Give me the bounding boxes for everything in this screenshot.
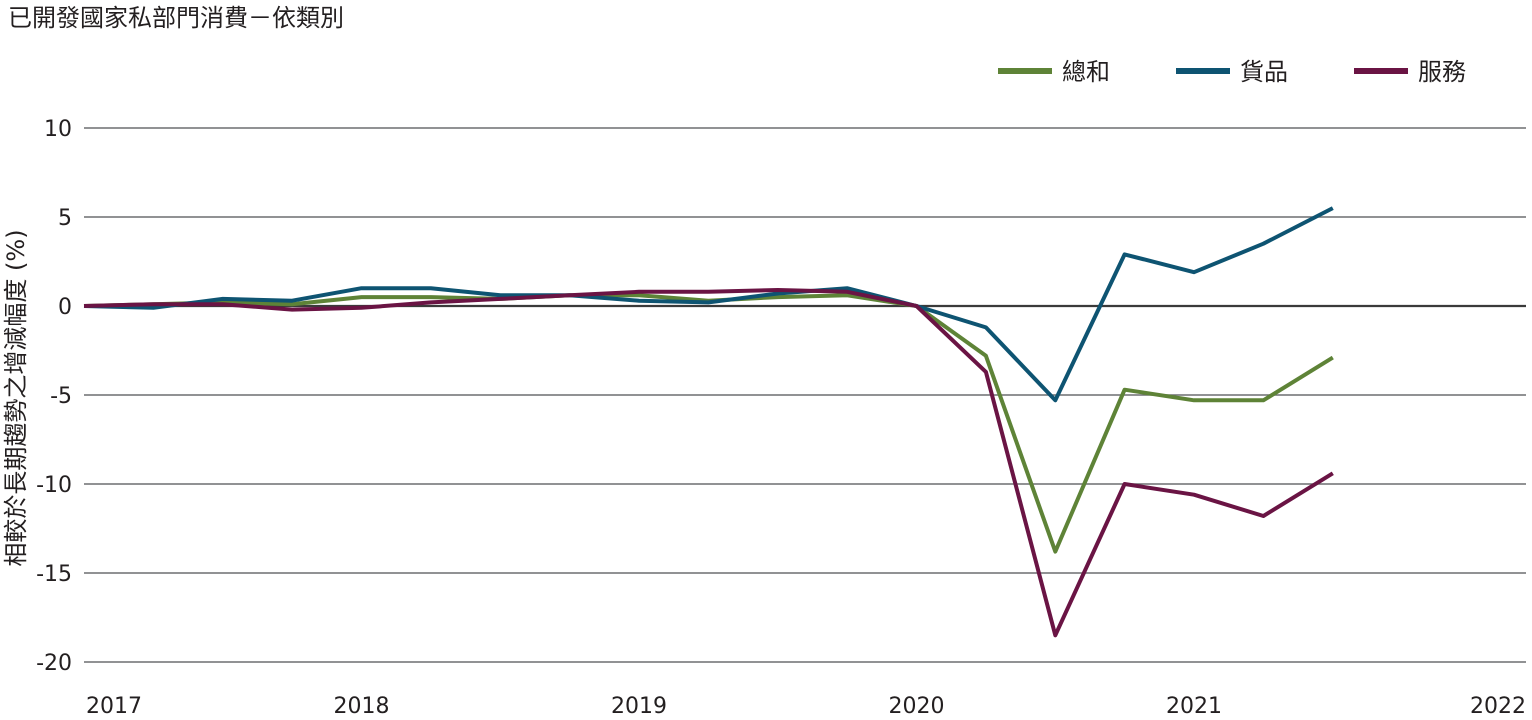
x-tick-label: 2019 [611, 694, 667, 719]
y-axis-ticks: 10 5 0 -5 -10 -15 -20 [36, 117, 72, 676]
series-line [83, 288, 1334, 638]
y-axis-label: 相較於長期趨勢之增減幅度 (%) [2, 229, 30, 566]
grid-lines [84, 127, 1526, 663]
series-line [83, 206, 1334, 403]
y-tick-label: 10 [44, 117, 72, 142]
legend-label: 服務 [1418, 58, 1466, 86]
x-tick-label: 2021 [1166, 694, 1222, 719]
legend-item: 服務 [1354, 58, 1466, 86]
legend-item: 貨品 [1176, 58, 1288, 86]
y-tick-label: -20 [36, 651, 72, 676]
y-tick-label: 5 [58, 206, 72, 231]
y-tick-label: 0 [58, 295, 72, 320]
series-line [83, 293, 1334, 554]
chart-title: 已開發國家私部門消費－依類別 [8, 4, 344, 32]
series-lines [83, 206, 1334, 638]
legend: 總和 貨品 服務 [998, 58, 1466, 86]
x-tick-label: 2017 [86, 694, 142, 719]
x-tick-label: 2018 [334, 694, 390, 719]
y-tick-label: -5 [50, 384, 72, 409]
y-tick-label: -10 [36, 473, 72, 498]
y-tick-label: -15 [36, 562, 72, 587]
legend-label: 總和 [1062, 58, 1110, 86]
legend-item: 總和 [998, 58, 1110, 86]
x-tick-label: 2022 [1470, 694, 1526, 719]
x-axis-ticks: 2017 2018 2019 2020 2021 2022 [86, 694, 1526, 719]
legend-label: 貨品 [1240, 58, 1288, 86]
x-tick-label: 2020 [889, 694, 945, 719]
